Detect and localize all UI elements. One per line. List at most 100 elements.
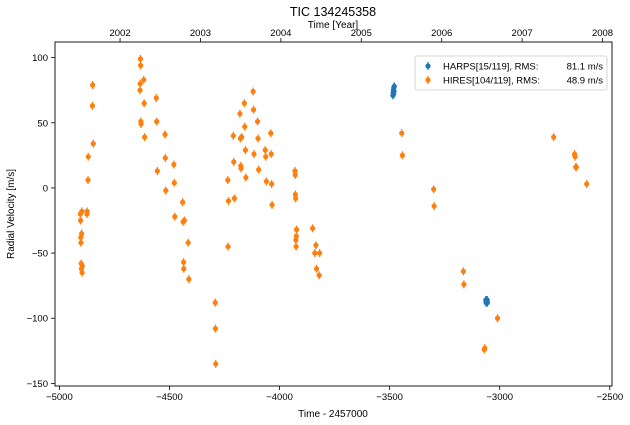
data-point: [399, 152, 406, 158]
top-tick-label: 2007: [512, 28, 533, 39]
data-point: [154, 168, 160, 174]
data-point: [238, 165, 244, 171]
data-point: [78, 240, 84, 246]
data-point: [185, 240, 191, 246]
legend-rms: 81.1 m/s: [567, 62, 604, 73]
data-point: [89, 103, 96, 109]
data-point: [154, 118, 160, 125]
data-point: [250, 107, 257, 113]
data-point: [85, 154, 91, 160]
data-point: [138, 121, 144, 127]
top-tick-label: 2002: [109, 28, 130, 39]
data-point: [225, 198, 232, 204]
data-point: [251, 151, 257, 157]
data-points: [77, 54, 590, 368]
data-point: [293, 227, 300, 233]
top-axis-label: Time [Year]: [308, 20, 359, 31]
data-point: [162, 155, 168, 161]
data-point: [551, 134, 557, 140]
data-point: [242, 124, 248, 130]
x-tick-label: −5000: [46, 392, 73, 403]
data-point: [242, 147, 249, 153]
data-point: [391, 83, 397, 89]
top-tick-label: 2003: [190, 28, 211, 39]
data-point: [239, 134, 245, 140]
data-point: [292, 172, 298, 178]
y-tick-label: −150: [27, 379, 48, 390]
legend-label: HIRES[104/119], RMS:: [443, 76, 540, 87]
data-point: [163, 187, 169, 194]
data-point: [84, 208, 90, 214]
y-tick-label: 0: [43, 183, 48, 194]
data-point: [293, 195, 299, 201]
data-point: [79, 208, 85, 214]
data-point: [243, 174, 249, 181]
x-tick-label: −3000: [486, 392, 513, 403]
y-tick-label: 100: [32, 53, 48, 64]
data-point: [171, 180, 177, 186]
data-point: [77, 217, 84, 224]
series-0: [390, 82, 490, 307]
data-point: [572, 154, 578, 160]
data-point: [153, 95, 159, 101]
data-point: [230, 133, 236, 139]
data-point: [256, 167, 262, 173]
data-point: [142, 134, 148, 140]
data-point: [313, 266, 320, 272]
data-point: [269, 202, 275, 208]
data-point: [231, 195, 238, 201]
data-point: [482, 345, 488, 351]
top-tick-label: 2004: [270, 28, 291, 39]
x-tick-label: −4500: [156, 392, 183, 403]
data-point: [138, 62, 144, 69]
data-point: [269, 181, 275, 187]
data-point: [263, 178, 269, 185]
data-point: [255, 135, 261, 142]
data-point: [171, 161, 177, 168]
data-point: [250, 88, 256, 95]
data-point: [431, 203, 437, 209]
data-point: [431, 186, 437, 192]
legend-box: [414, 55, 608, 91]
data-point: [181, 266, 187, 272]
y-tick-label: −100: [27, 314, 48, 325]
data-point: [137, 56, 144, 62]
data-point: [584, 181, 590, 187]
data-point: [262, 147, 268, 153]
plot-frame: [54, 41, 613, 387]
data-point: [316, 272, 322, 278]
data-point: [293, 243, 299, 250]
top-tick-label: 2008: [592, 28, 613, 39]
data-point: [460, 268, 466, 274]
legend-marker: [425, 77, 431, 83]
data-point: [317, 250, 323, 256]
data-point: [90, 141, 96, 147]
legend-marker: [425, 63, 431, 69]
data-point: [312, 250, 318, 256]
data-point: [181, 217, 188, 224]
data-point: [180, 199, 186, 205]
data-point: [391, 88, 397, 95]
data-point: [85, 177, 91, 183]
data-point: [293, 233, 299, 239]
y-tick-label: −50: [32, 249, 48, 260]
data-point: [309, 225, 316, 231]
data-point: [141, 77, 147, 83]
data-point: [399, 130, 405, 136]
legend: HARPS[15/119], RMS: 81.1 m/s HIRES[104/119…: [414, 55, 608, 91]
data-point: [225, 177, 231, 183]
data-point: [254, 118, 261, 125]
data-point: [141, 100, 147, 106]
data-point: [79, 230, 85, 237]
data-point: [212, 300, 218, 306]
data-point: [241, 100, 247, 106]
data-point: [494, 315, 501, 321]
x-axis-label: Time - 2457000: [298, 409, 368, 420]
data-point: [79, 270, 85, 276]
legend-label: HARPS[15/119], RMS:: [443, 62, 538, 73]
series-1: [77, 54, 590, 368]
data-point: [268, 130, 274, 136]
top-tick-label: 2005: [351, 28, 372, 39]
data-point: [573, 164, 579, 170]
